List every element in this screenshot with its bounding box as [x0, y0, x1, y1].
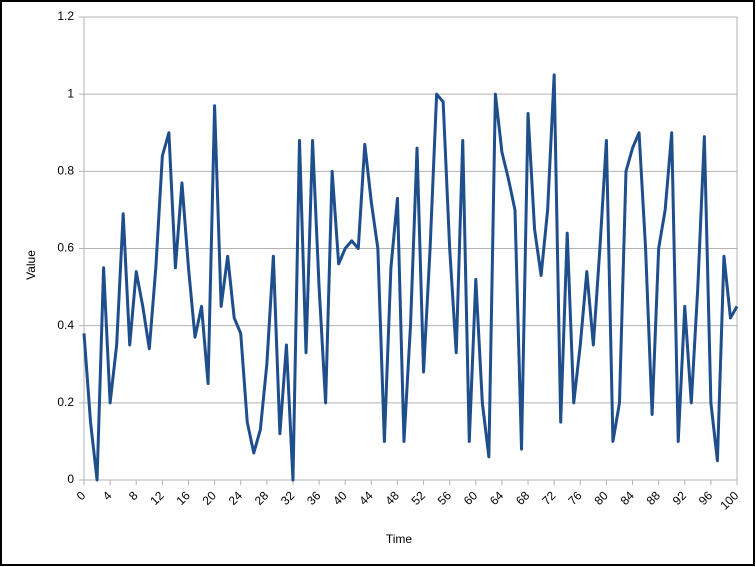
y-tick-label: 0 [67, 472, 74, 486]
x-axis-title: Time [386, 532, 413, 546]
y-tick-label: 0.8 [57, 164, 74, 178]
y-tick-label: 1 [67, 86, 74, 100]
data-line [82, 73, 739, 482]
y-tick-label: 0.6 [57, 241, 74, 255]
y-axis-title: Value [24, 250, 38, 280]
y-tick-label: 0.2 [57, 395, 74, 409]
y-tick-label: 1.2 [57, 9, 74, 23]
y-tick-label: 0.4 [57, 318, 74, 332]
